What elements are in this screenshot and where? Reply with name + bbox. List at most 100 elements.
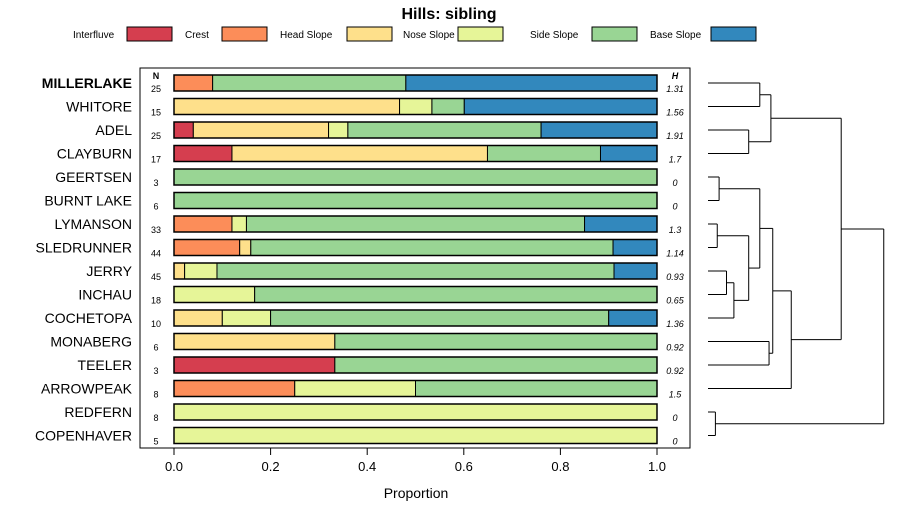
bar-segment-clayburn-side-slope [486,145,601,162]
bar-segment-cochetopa-side-slope [270,309,610,327]
legend-swatch-interfluve [126,26,173,42]
n-value-clayburn: 17 [151,155,161,165]
x-axis: 0.0 0.2 0.4 0.6 0.8 1.0 [165,448,666,474]
bar-outline-burnt-lake [173,191,658,210]
x-tick-label: 0.0 [165,459,183,474]
legend-label-base-slope: Base Slope [650,30,702,41]
h-value-millerlake: 1.31 [666,84,684,94]
legend-swatch-head-slope [346,26,393,42]
bar-segment-adel-head-slope [192,121,330,139]
h-value-lymanson: 1.3 [669,225,682,235]
legend-swatch-side-slope [591,26,638,42]
bar-segment-inchau-nose-slope [173,286,256,303]
bar-outline-jerry [173,262,658,280]
bar-segment-monaberg-head-slope [173,333,336,350]
x-tick-label: 0.4 [358,459,376,474]
n-value-redfern: 8 [153,413,158,423]
n-value-geertsen: 3 [153,178,158,188]
legend: Interfluve Crest Head Slope Nose Slope Side … [73,26,757,42]
bar-outline-whitore [173,97,658,116]
bar-segment-lymanson-nose-slope [231,215,247,233]
h-column-header: H [672,71,679,81]
legend-label-interfluve: Interfluve [73,30,115,41]
row-label-lymanson: LYMANSON [54,216,132,232]
n-value-copenhaver: 5 [153,437,158,447]
n-value-arrowpeak: 8 [153,390,158,400]
h-value-adel: 1.91 [666,131,684,141]
h-value-sledrunner: 1.14 [666,249,684,259]
bar-outline-copenhaver [173,426,658,445]
n-value-sledrunner: 44 [151,249,161,259]
bar-segment-copenhaver-nose-slope [173,427,658,444]
chart-title: Hills: sibling [401,6,496,23]
bar-segment-cochetopa-base-slope [608,309,658,327]
n-value-cochetopa: 10 [151,319,161,329]
row-label-redfern: REDFERN [64,404,132,420]
bar-segment-jerry-base-slope [613,262,658,280]
bar-segment-arrowpeak-nose-slope [294,380,416,397]
bar-segment-jerry-head-slope [173,262,186,280]
row-label-millerlake: MILLERLAKE [42,75,132,91]
n-value-burnt-lake: 6 [153,202,158,212]
x-tick-label: 0.8 [551,459,569,474]
h-value-redfern: 0 [672,413,677,423]
bar-outline-cochetopa [173,309,658,327]
bar-segment-adel-interfluve [173,121,194,139]
bar-segment-cochetopa-head-slope [173,309,223,327]
bar-segment-clayburn-interfluve [173,145,233,162]
legend-label-side-slope: Side Slope [530,30,579,41]
h-value-copenhaver: 0 [672,437,677,447]
bar-outline-adel [173,121,658,139]
row-label-adel: ADEL [95,122,132,138]
bar-segment-millerlake-crest [173,74,214,92]
legend-label-crest: Crest [185,30,209,41]
bar-segment-whitore-base-slope [463,98,658,115]
bar-segment-adel-base-slope [540,121,658,139]
bar-segment-millerlake-side-slope [212,74,407,92]
row-label-jerry: JERRY [86,263,132,279]
bar-outline-sledrunner [173,238,658,257]
bar-outline-redfern [173,403,658,421]
bar-segment-whitore-side-slope [431,98,465,115]
h-value-arrowpeak: 1.5 [669,390,683,400]
n-column-header: N [153,71,160,81]
bar-segment-whitore-nose-slope [399,98,433,115]
h-value-geertsen: 0 [672,178,677,188]
bar-segment-adel-side-slope [347,121,542,139]
x-tick-label: 0.2 [262,459,280,474]
dendrogram [708,82,885,436]
row-label-inchau: INCHAU [78,287,132,303]
bar-segment-whitore-head-slope [173,98,401,115]
n-value-lymanson: 33 [151,225,161,235]
plot-frame [139,67,691,449]
h-value-inchau: 0.65 [666,296,685,306]
x-tick-label: 0.6 [455,459,473,474]
row-label-arrowpeak: ARROWPEAK [41,381,133,397]
bar-segment-arrowpeak-side-slope [415,380,658,397]
bar-outline-geertsen [173,168,658,186]
x-tick-label: 1.0 [648,459,666,474]
bar-outline-millerlake [173,74,658,92]
bar-segment-arrowpeak-crest [173,380,296,397]
bar-segment-teeler-interfluve [173,356,336,374]
row-label-sledrunner: SLEDRUNNER [36,240,132,256]
bar-segment-millerlake-base-slope [405,74,658,92]
bar-outline-clayburn [173,144,658,163]
bar-outline-lymanson [173,215,658,233]
n-value-adel: 25 [151,131,161,141]
bar-segment-clayburn-head-slope [231,145,488,162]
bar-segment-lymanson-crest [173,215,233,233]
row-label-whitore: WHITORE [66,99,132,115]
h-value-teeler: 0.92 [666,366,684,376]
bar-segment-monaberg-side-slope [334,333,658,350]
row-label-monaberg: MONABERG [50,334,132,350]
bar-segment-sledrunner-side-slope [250,239,614,256]
h-value-clayburn: 1.7 [669,155,683,165]
bar-segment-sledrunner-head-slope [239,239,252,256]
bar-segment-lymanson-side-slope [245,215,586,233]
h-value-cochetopa: 1.36 [666,319,684,329]
n-value-jerry: 45 [151,272,161,282]
h-value-whitore: 1.56 [666,108,684,118]
